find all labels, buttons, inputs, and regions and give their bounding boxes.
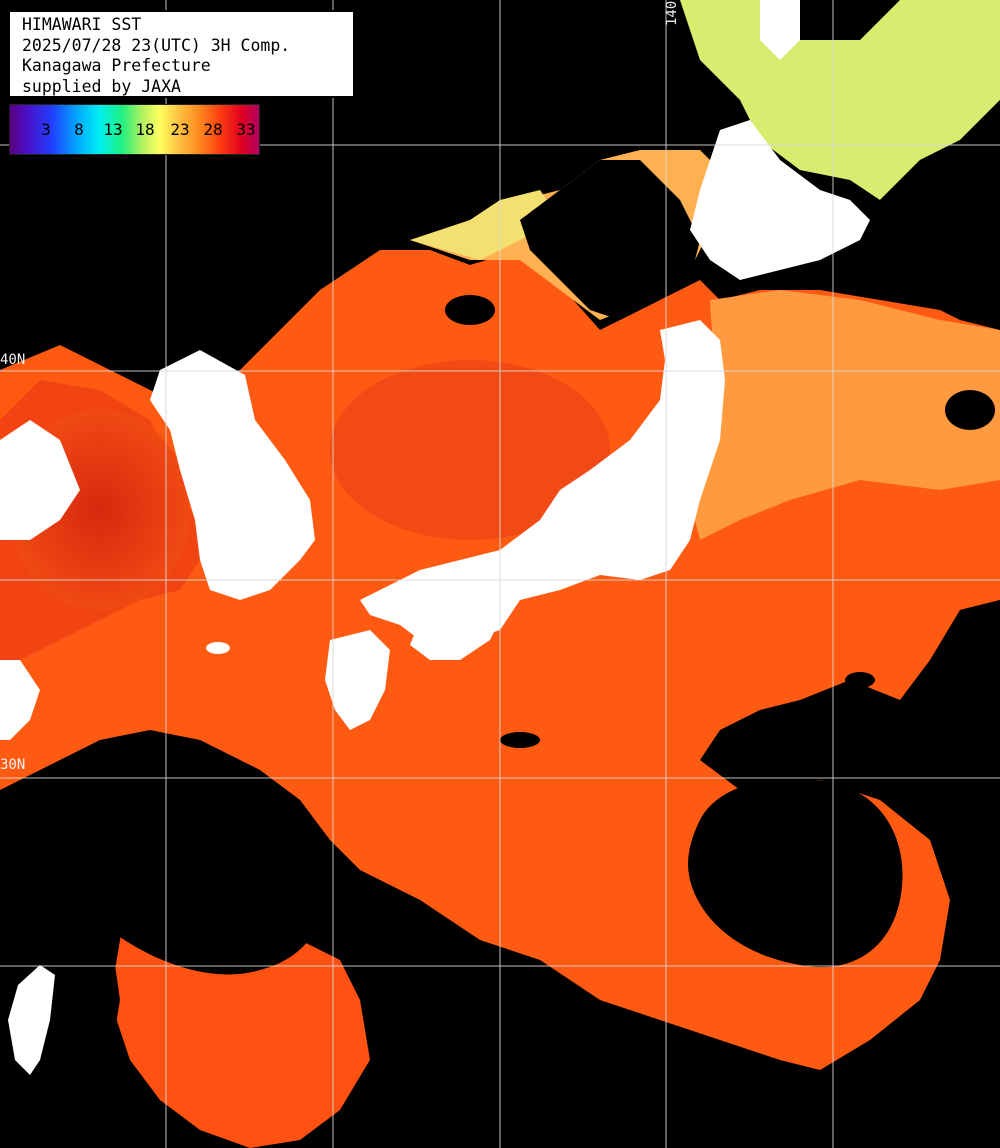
- grid-label-30n: 30N: [0, 757, 26, 773]
- land-liaodong: [0, 420, 80, 540]
- island-jeju: [206, 642, 230, 654]
- land-hokkaido: [690, 120, 870, 280]
- sea-cold-northeast: [680, 0, 1000, 200]
- cloud-patch-2: [500, 732, 540, 748]
- cloud-south-band: [300, 900, 1000, 1148]
- title-line-datetime: 2025/07/28 23(UTC) 3H Comp.: [22, 35, 291, 55]
- cloud-typhoon-west: [40, 762, 322, 975]
- sea-yellowish-north: [410, 190, 560, 260]
- cloud-patch-3: [845, 672, 875, 688]
- land-sakhalin: [760, 0, 800, 60]
- title-line-prefecture: Kanagawa Prefecture: [22, 56, 211, 75]
- cloud-patch-1: [445, 295, 495, 325]
- title-line-supplier: supplied by JAXA: [22, 76, 181, 96]
- land-shikoku: [410, 610, 500, 660]
- cloud-patch-4: [945, 390, 995, 430]
- legend-tick-28: 28: [203, 120, 223, 139]
- land-taiwan: [8, 965, 55, 1075]
- legend-tick-33: 33: [236, 120, 256, 139]
- legend-tick-23: 23: [170, 120, 190, 139]
- title-box: HIMAWARI SST 2025/07/28 23(UTC) 3H Comp.…: [8, 10, 355, 98]
- island-ulleung: [398, 130, 422, 150]
- legend-tick-18: 18: [135, 120, 155, 139]
- cloud-north-center: [520, 160, 700, 320]
- sea-hot-patch-japan-sea: [330, 360, 610, 540]
- grid-label-140e: 140E: [664, 0, 680, 26]
- cloud-typhoon-east: [688, 778, 903, 968]
- land-kyushu: [325, 630, 390, 730]
- land-china-coast: [0, 660, 40, 740]
- land-honshu: [360, 320, 725, 650]
- sea-cool-band-pacific: [690, 290, 1000, 540]
- cloud-northeast: [860, 100, 1000, 330]
- land-korea-china: [150, 350, 315, 600]
- grid-label-40n: 40N: [0, 352, 26, 368]
- title-line-product: HIMAWARI SST: [22, 15, 142, 34]
- legend-tick-8: 8: [74, 120, 84, 139]
- legend-tick-3: 3: [41, 120, 51, 139]
- temperature-legend: 3 8 13 18 23 28 33: [9, 104, 260, 155]
- legend-tick-13: 13: [103, 120, 123, 139]
- cloud-east-edge: [950, 600, 1000, 900]
